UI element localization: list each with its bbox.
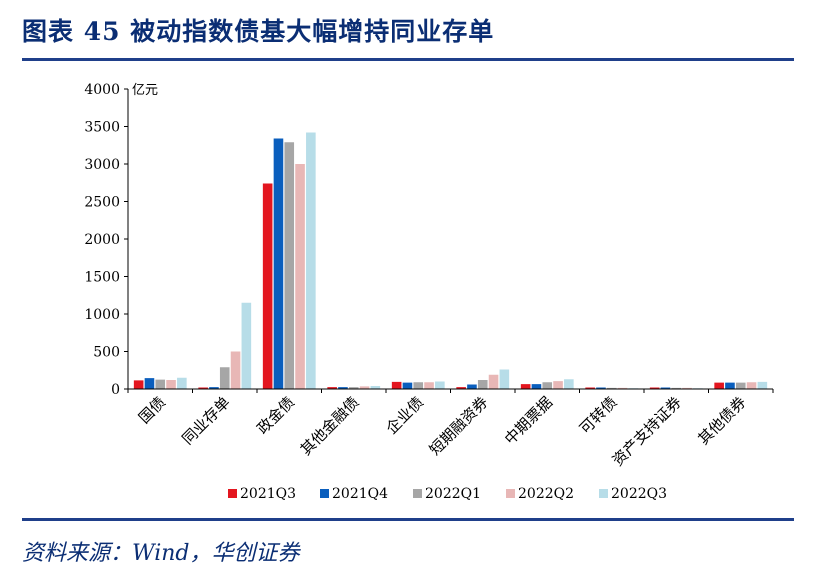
chart-title: 图表 45 被动指数债基大幅增持同业存单 — [22, 17, 495, 46]
bar-2021Q3-其他金融债 — [327, 387, 337, 389]
legend-swatch-2022Q1 — [413, 489, 422, 498]
title-divider — [22, 58, 794, 61]
bar-2022Q1-其他金融债 — [348, 387, 359, 389]
bar-2022Q3-企业债 — [435, 381, 445, 389]
bar-2022Q2-其他债券 — [746, 382, 757, 389]
x-tick-label: 同业存单 — [178, 393, 233, 448]
x-tick-label: 其他金融债 — [297, 393, 363, 459]
legend-label: 2022Q2 — [518, 486, 574, 502]
x-tick-label: 短期融资券 — [426, 393, 492, 459]
bar-2022Q3-同业存单 — [241, 302, 252, 389]
x-tick-label: 政金债 — [254, 393, 299, 438]
x-tick-label: 其他债券 — [694, 393, 749, 448]
y-tick-label: 3000 — [84, 157, 120, 173]
bar-2022Q3-中期票据 — [564, 379, 574, 389]
bar-2021Q4-国债 — [144, 378, 155, 389]
bar-2021Q4-企业债 — [402, 382, 413, 389]
legend-label: 2021Q3 — [240, 486, 296, 502]
bar-2022Q2-短期融资券 — [488, 374, 499, 389]
bars — [133, 132, 768, 390]
bar-2022Q1-企业债 — [413, 382, 424, 389]
bar-2022Q2-政金债 — [295, 164, 305, 389]
bar-2021Q3-可转债 — [585, 387, 595, 389]
legend-swatch-2021Q3 — [228, 489, 237, 498]
legend-label: 2022Q1 — [425, 486, 481, 502]
bar-2022Q3-国债 — [177, 377, 187, 389]
bar-2022Q2-国债 — [166, 380, 176, 389]
y-tick-label: 3500 — [84, 120, 120, 136]
source-note: 资料来源：Wind，华创证券 — [22, 541, 300, 566]
legend-label: 2021Q4 — [332, 486, 388, 502]
bar-2022Q1-同业存单 — [219, 367, 230, 389]
bar-2022Q2-其他金融债 — [359, 386, 370, 389]
bar-2021Q4-其他债券 — [725, 382, 735, 389]
bar-2021Q3-资产支持证券 — [649, 387, 660, 389]
bar-2021Q3-短期融资券 — [456, 387, 466, 389]
y-tick-label: 2500 — [84, 195, 120, 211]
bar-2022Q1-中期票据 — [542, 382, 553, 389]
source-divider — [22, 518, 794, 521]
legend: 2021Q3 2021Q4 2022Q1 2022Q2 2022Q3 — [228, 486, 667, 502]
bar-2022Q1-其他债券 — [735, 382, 746, 389]
bar-2022Q2-可转债 — [617, 387, 628, 389]
y-unit-label: 亿元 — [132, 83, 158, 98]
bar-2021Q4-资产支持证券 — [660, 387, 671, 389]
legend-swatch-2022Q2 — [506, 489, 515, 498]
bar-2021Q3-国债 — [133, 380, 144, 389]
y-tick-label: 1000 — [84, 307, 120, 323]
bar-2021Q4-中期票据 — [531, 384, 542, 389]
bar-2022Q3-政金债 — [306, 132, 316, 389]
bar-2022Q2-企业债 — [424, 382, 434, 389]
bar-2021Q4-同业存单 — [209, 387, 219, 389]
bar-2022Q1-可转债 — [606, 387, 617, 389]
bar-2021Q3-企业债 — [391, 381, 402, 389]
x-tick-label: 可转债 — [576, 393, 621, 438]
bar-2021Q3-其他债券 — [714, 382, 724, 389]
x-tick-label: 国债 — [135, 393, 169, 427]
bar-2021Q3-政金债 — [262, 183, 273, 389]
bar-2022Q1-资产支持证券 — [671, 387, 682, 389]
bar-2022Q3-短期融资券 — [499, 369, 510, 389]
x-tick-label: 企业债 — [383, 393, 428, 438]
bar-2022Q2-同业存单 — [230, 351, 241, 389]
legend-swatch-2022Q3 — [599, 489, 608, 498]
bar-2021Q4-政金债 — [273, 138, 284, 389]
bar-2021Q3-中期票据 — [520, 384, 531, 389]
y-tick-label: 4000 — [84, 82, 120, 98]
bar-2022Q1-政金债 — [284, 142, 295, 389]
bar-2022Q3-其他金融债 — [370, 386, 381, 389]
bar-2021Q4-可转债 — [596, 387, 606, 389]
bar-2022Q1-国债 — [155, 379, 166, 389]
legend-label: 2022Q3 — [611, 486, 667, 502]
y-tick-label: 500 — [93, 345, 120, 361]
bar-2022Q2-资产支持证券 — [682, 387, 692, 389]
bar-2022Q1-短期融资券 — [477, 380, 488, 389]
y-tick-label: 0 — [111, 382, 120, 398]
bar-2022Q2-中期票据 — [553, 381, 563, 389]
bar-2022Q3-其他债券 — [757, 381, 768, 389]
bar-2021Q4-其他金融债 — [338, 387, 348, 389]
bar-2021Q3-同业存单 — [198, 387, 208, 389]
bar-2021Q4-短期融资券 — [467, 384, 477, 389]
y-tick-label: 1500 — [84, 270, 120, 286]
y-axis: 0 500 1000 1500 2000 2500 3000 3500 4000 亿元 — [84, 82, 158, 398]
x-tick-label: 资产支持证券 — [609, 393, 685, 469]
y-tick-label: 2000 — [84, 232, 120, 248]
x-tick-label: 中期票据 — [501, 393, 556, 448]
legend-swatch-2021Q4 — [320, 489, 329, 498]
